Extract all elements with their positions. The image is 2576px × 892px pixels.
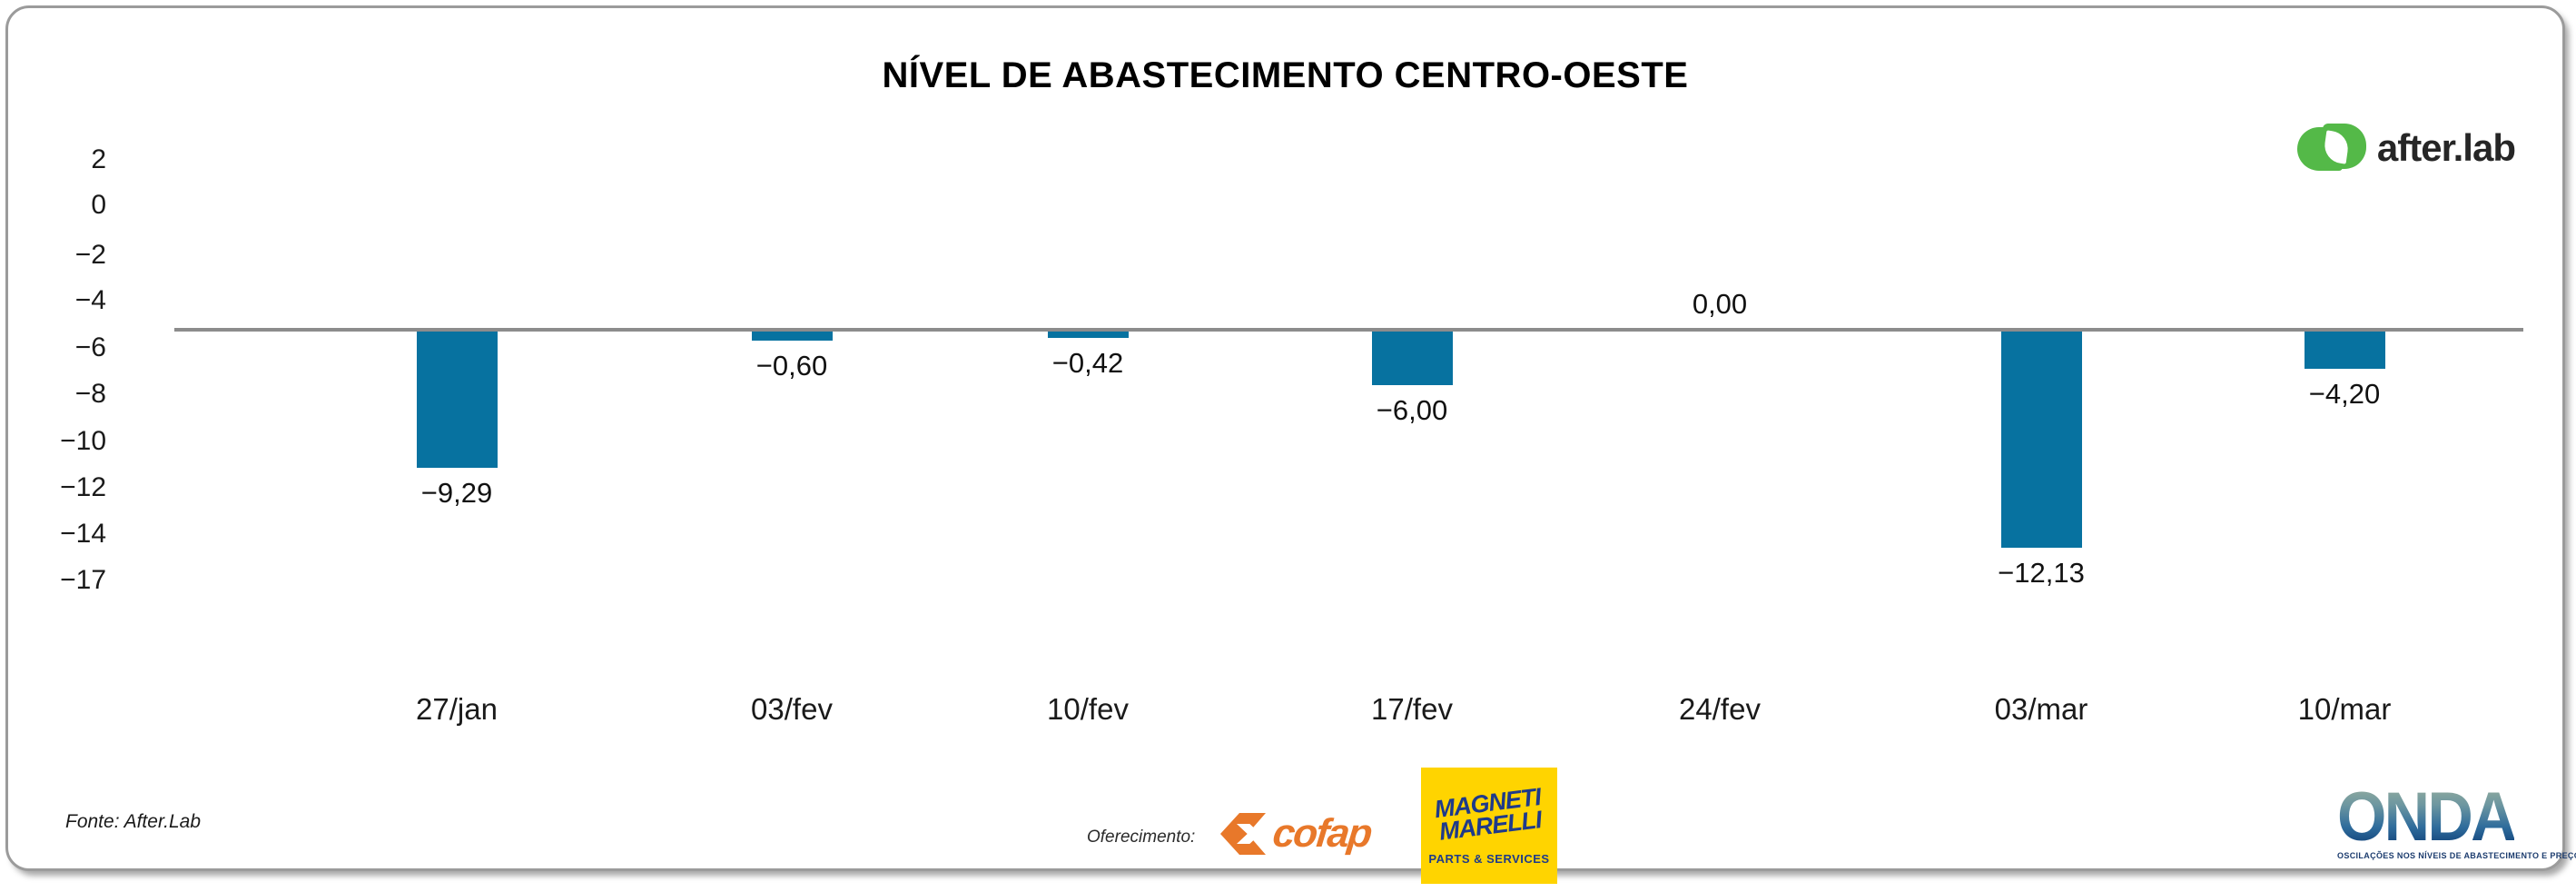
x-axis-label: 27/jan bbox=[416, 692, 498, 726]
axis-baseline bbox=[174, 328, 2523, 332]
x-axis-label: 10/mar bbox=[2297, 692, 2392, 726]
y-axis-tick: −4 bbox=[74, 285, 106, 315]
afterlab-logo-text: after.lab bbox=[2376, 126, 2516, 169]
magneti-sub: PARTS & SERVICES bbox=[1428, 851, 1550, 866]
onda-tagline: OSCILAÇÕES NOS NÍVEIS DE ABASTECIMENTO E… bbox=[2337, 851, 2576, 860]
sponsor-label: Oferecimento: bbox=[1087, 828, 1196, 847]
bar bbox=[1047, 332, 1129, 338]
chart-title: NÍVEL DE ABASTECIMENTO CENTRO-OESTE bbox=[882, 55, 1689, 95]
afterlab-logo-icon bbox=[2296, 124, 2368, 173]
page-card: NÍVEL DE ABASTECIMENTO CENTRO-OESTE afte… bbox=[5, 5, 2576, 884]
cofap-logo-text: cofap bbox=[1270, 811, 1373, 856]
afterlab-logo: after.lab bbox=[2296, 123, 2516, 173]
y-axis-tick: −10 bbox=[60, 426, 106, 456]
bar bbox=[416, 332, 498, 468]
y-axis-tick: 0 bbox=[91, 190, 106, 220]
cofap-notch-shape bbox=[1237, 824, 1260, 844]
bar bbox=[751, 332, 833, 341]
y-axis-tick: −2 bbox=[74, 240, 106, 270]
y-axis: 2 0 −2 −4 −6 −8 −10 −12 −14 −17 bbox=[35, 8, 106, 892]
onda-logo: ONDA OSCILAÇÕES NOS NÍVEIS DE ABASTECIME… bbox=[2337, 778, 2576, 861]
footer-source: Fonte: After.Lab bbox=[65, 811, 202, 832]
x-axis-label: 10/fev bbox=[1047, 692, 1129, 726]
y-axis-tick: 2 bbox=[91, 144, 106, 174]
bar-value-label: −12,13 bbox=[1998, 557, 2085, 589]
bar-value-label: −0,60 bbox=[755, 350, 828, 382]
x-axis-label: 03/fev bbox=[751, 692, 833, 726]
bar bbox=[1371, 332, 1453, 385]
bar bbox=[2304, 332, 2385, 369]
y-axis-tick: −12 bbox=[60, 472, 106, 502]
x-axis-label: 24/fev bbox=[1679, 692, 1761, 726]
y-axis-tick: −14 bbox=[60, 519, 106, 549]
x-axis-label: 17/fev bbox=[1371, 692, 1453, 726]
bar-value-label: 0,00 bbox=[1692, 288, 1748, 320]
bar-value-label: −4,20 bbox=[2308, 378, 2381, 410]
onda-logo-text: ONDA bbox=[2337, 778, 2517, 856]
bar-value-label: −0,42 bbox=[1051, 347, 1124, 379]
bar bbox=[2000, 332, 2082, 548]
y-axis-tick: −8 bbox=[74, 379, 106, 409]
magneti-wordmark: MAGNETI MARELLI bbox=[1433, 783, 1545, 846]
magneti-marelli-logo: MAGNETI MARELLI PARTS & SERVICES bbox=[1421, 768, 1557, 884]
x-axis-label: 03/mar bbox=[1994, 692, 2088, 726]
y-axis-tick: −6 bbox=[74, 332, 106, 362]
cofap-logo: cofap bbox=[1220, 811, 1373, 857]
bar-value-label: −9,29 bbox=[420, 477, 493, 509]
y-axis-tick: −17 bbox=[60, 565, 106, 595]
bar-value-label: −6,00 bbox=[1376, 394, 1448, 426]
cofap-logo-icon bbox=[1220, 813, 1266, 855]
